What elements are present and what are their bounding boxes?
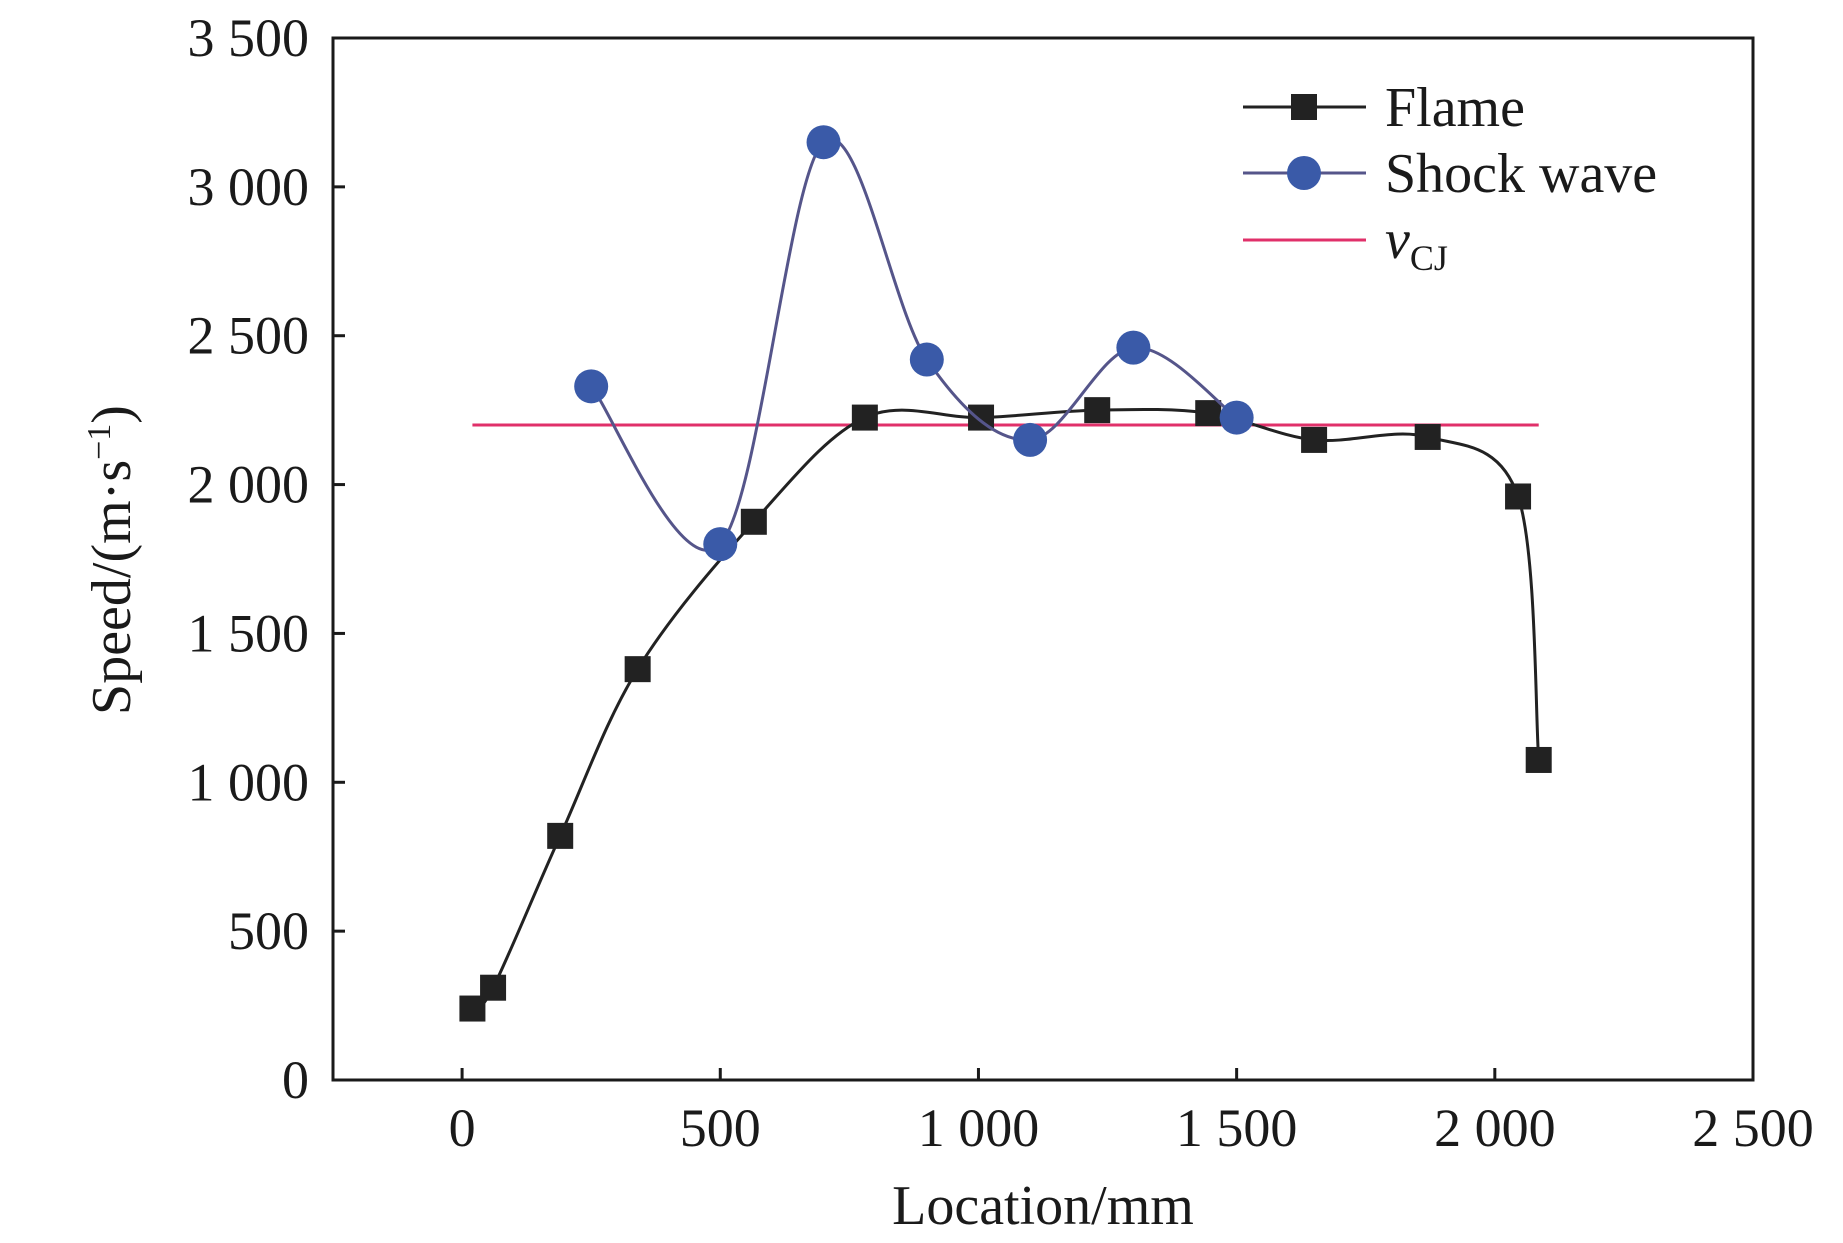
y-tick-label: 0 (282, 1050, 309, 1110)
flame-point (1525, 746, 1552, 773)
x-tick-label: 0 (449, 1098, 476, 1158)
flame-point (624, 656, 651, 683)
x-tick-label: 2 000 (1434, 1098, 1556, 1158)
flame-point (547, 822, 574, 849)
shock-wave-point (1219, 400, 1254, 435)
shock-wave-point (574, 369, 609, 404)
y-axis-title-close: ) (81, 405, 143, 424)
legend-flame-marker (1291, 94, 1317, 120)
shock-wave-point (703, 527, 738, 562)
x-tick-label: 1 000 (918, 1098, 1040, 1158)
shock-wave-point (1116, 330, 1151, 365)
y-tick-label: 2 000 (188, 455, 310, 515)
series-group (459, 125, 1552, 1022)
y-tick-label: 500 (228, 901, 309, 961)
x-tick-label: 500 (680, 1098, 761, 1158)
legend-vcj-main: v (1385, 209, 1410, 271)
legend-flame-label: Flame (1385, 77, 1525, 139)
y-axis-title: Speed/(m·s−1) (81, 405, 143, 715)
flame-point (851, 404, 878, 431)
flame-point (1414, 423, 1441, 450)
legend: Flame Shock wave vCJ (1243, 77, 1657, 278)
y-axis-title-main: Speed/(m·s (81, 460, 143, 715)
y-tick-label: 3 000 (188, 157, 310, 217)
flame-point (480, 974, 507, 1001)
legend-vcj-label: vCJ (1385, 209, 1448, 278)
y-tick-label: 3 500 (188, 8, 310, 68)
plot-frame (331, 36, 1755, 1082)
y-tick-label: 1 000 (188, 752, 310, 812)
flame-point (1505, 483, 1532, 510)
shock-wave-point (909, 342, 944, 377)
axis-ticks: 0 500 1 000 1 500 2 000 2 500 0 500 1 000 1 500 2 … (188, 8, 1814, 1158)
x-tick-label: 2 500 (1692, 1098, 1814, 1158)
legend-shock-marker (1287, 156, 1321, 190)
flame-point (1195, 400, 1222, 427)
flame-series-line (471, 407, 1541, 1010)
y-tick-label: 1 500 (188, 603, 310, 663)
shock-wave-point (1013, 422, 1048, 457)
y-tick-label: 2 500 (188, 306, 310, 366)
flame-point (1084, 397, 1111, 424)
flame-point (1301, 426, 1328, 453)
x-axis-title: Location/mm (892, 1175, 1194, 1237)
x-tick-label: 1 500 (1176, 1098, 1298, 1158)
flame-point (740, 508, 767, 535)
legend-shock-label: Shock wave (1385, 143, 1657, 205)
shock-wave-point (806, 125, 841, 160)
legend-vcj-sub: CJ (1410, 238, 1448, 278)
y-axis-title-unit-exponent: −1 (81, 424, 118, 460)
